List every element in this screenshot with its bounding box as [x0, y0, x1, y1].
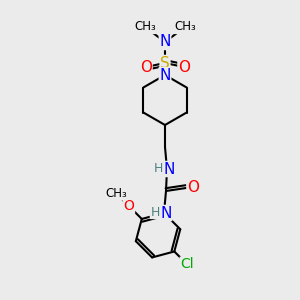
Text: H: H: [153, 161, 163, 175]
Text: N: N: [160, 206, 172, 220]
Text: O: O: [124, 199, 134, 213]
Text: O: O: [178, 59, 190, 74]
Text: N: N: [163, 161, 175, 176]
Text: CH₃: CH₃: [134, 20, 156, 34]
Text: Cl: Cl: [180, 257, 194, 271]
Text: S: S: [160, 56, 170, 70]
Text: CH₃: CH₃: [106, 187, 127, 200]
Text: CH₃: CH₃: [174, 20, 196, 34]
Text: N: N: [159, 34, 171, 50]
Text: N: N: [159, 68, 171, 82]
Text: H: H: [150, 206, 160, 218]
Text: O: O: [187, 181, 199, 196]
Text: O: O: [140, 59, 152, 74]
